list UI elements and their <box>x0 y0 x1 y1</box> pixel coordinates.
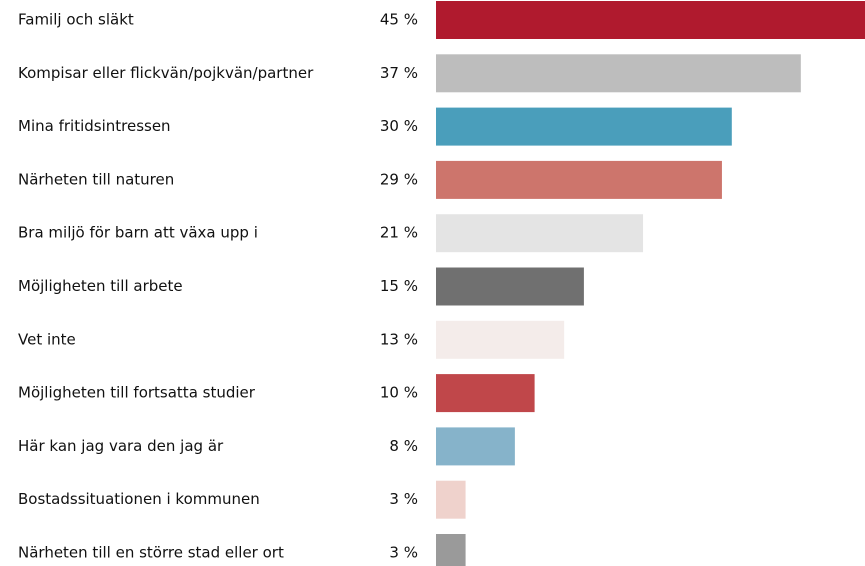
value-label: 13 % <box>380 330 418 348</box>
bar <box>436 54 801 93</box>
value-label: 30 % <box>380 117 418 135</box>
bar <box>436 107 732 146</box>
bar <box>436 320 565 359</box>
value-label: 10 % <box>380 384 418 402</box>
bar <box>436 214 644 253</box>
value-label: 3 % <box>389 544 418 562</box>
category-label: Familj och släkt <box>18 11 134 29</box>
category-label: Möjligheten till fortsatta studier <box>18 384 256 402</box>
bar <box>436 480 466 519</box>
category-label: Möjligheten till arbete <box>18 277 183 295</box>
category-label: Närheten till en större stad eller ort <box>18 544 284 562</box>
bar <box>436 160 722 199</box>
bar <box>436 374 535 413</box>
value-label: 8 % <box>389 437 418 455</box>
bar <box>436 534 466 566</box>
value-label: 3 % <box>389 490 418 508</box>
category-label: Vet inte <box>18 330 76 348</box>
bar <box>436 1 865 39</box>
category-label: Närheten till naturen <box>18 170 174 188</box>
category-label: Mina fritidsintressen <box>18 117 171 135</box>
value-label: 29 % <box>380 170 418 188</box>
category-label: Bra miljö för barn att växa upp i <box>18 224 258 242</box>
bar <box>436 427 515 466</box>
value-label: 37 % <box>380 64 418 82</box>
category-label: Bostadssituationen i kommunen <box>18 490 260 508</box>
category-label: Här kan jag vara den jag är <box>18 437 224 455</box>
value-label: 45 % <box>380 11 418 29</box>
value-label: 21 % <box>380 224 418 242</box>
category-label: Kompisar eller flickvän/pojkvän/partner <box>18 64 314 82</box>
value-label: 15 % <box>380 277 418 295</box>
bar <box>436 267 584 306</box>
